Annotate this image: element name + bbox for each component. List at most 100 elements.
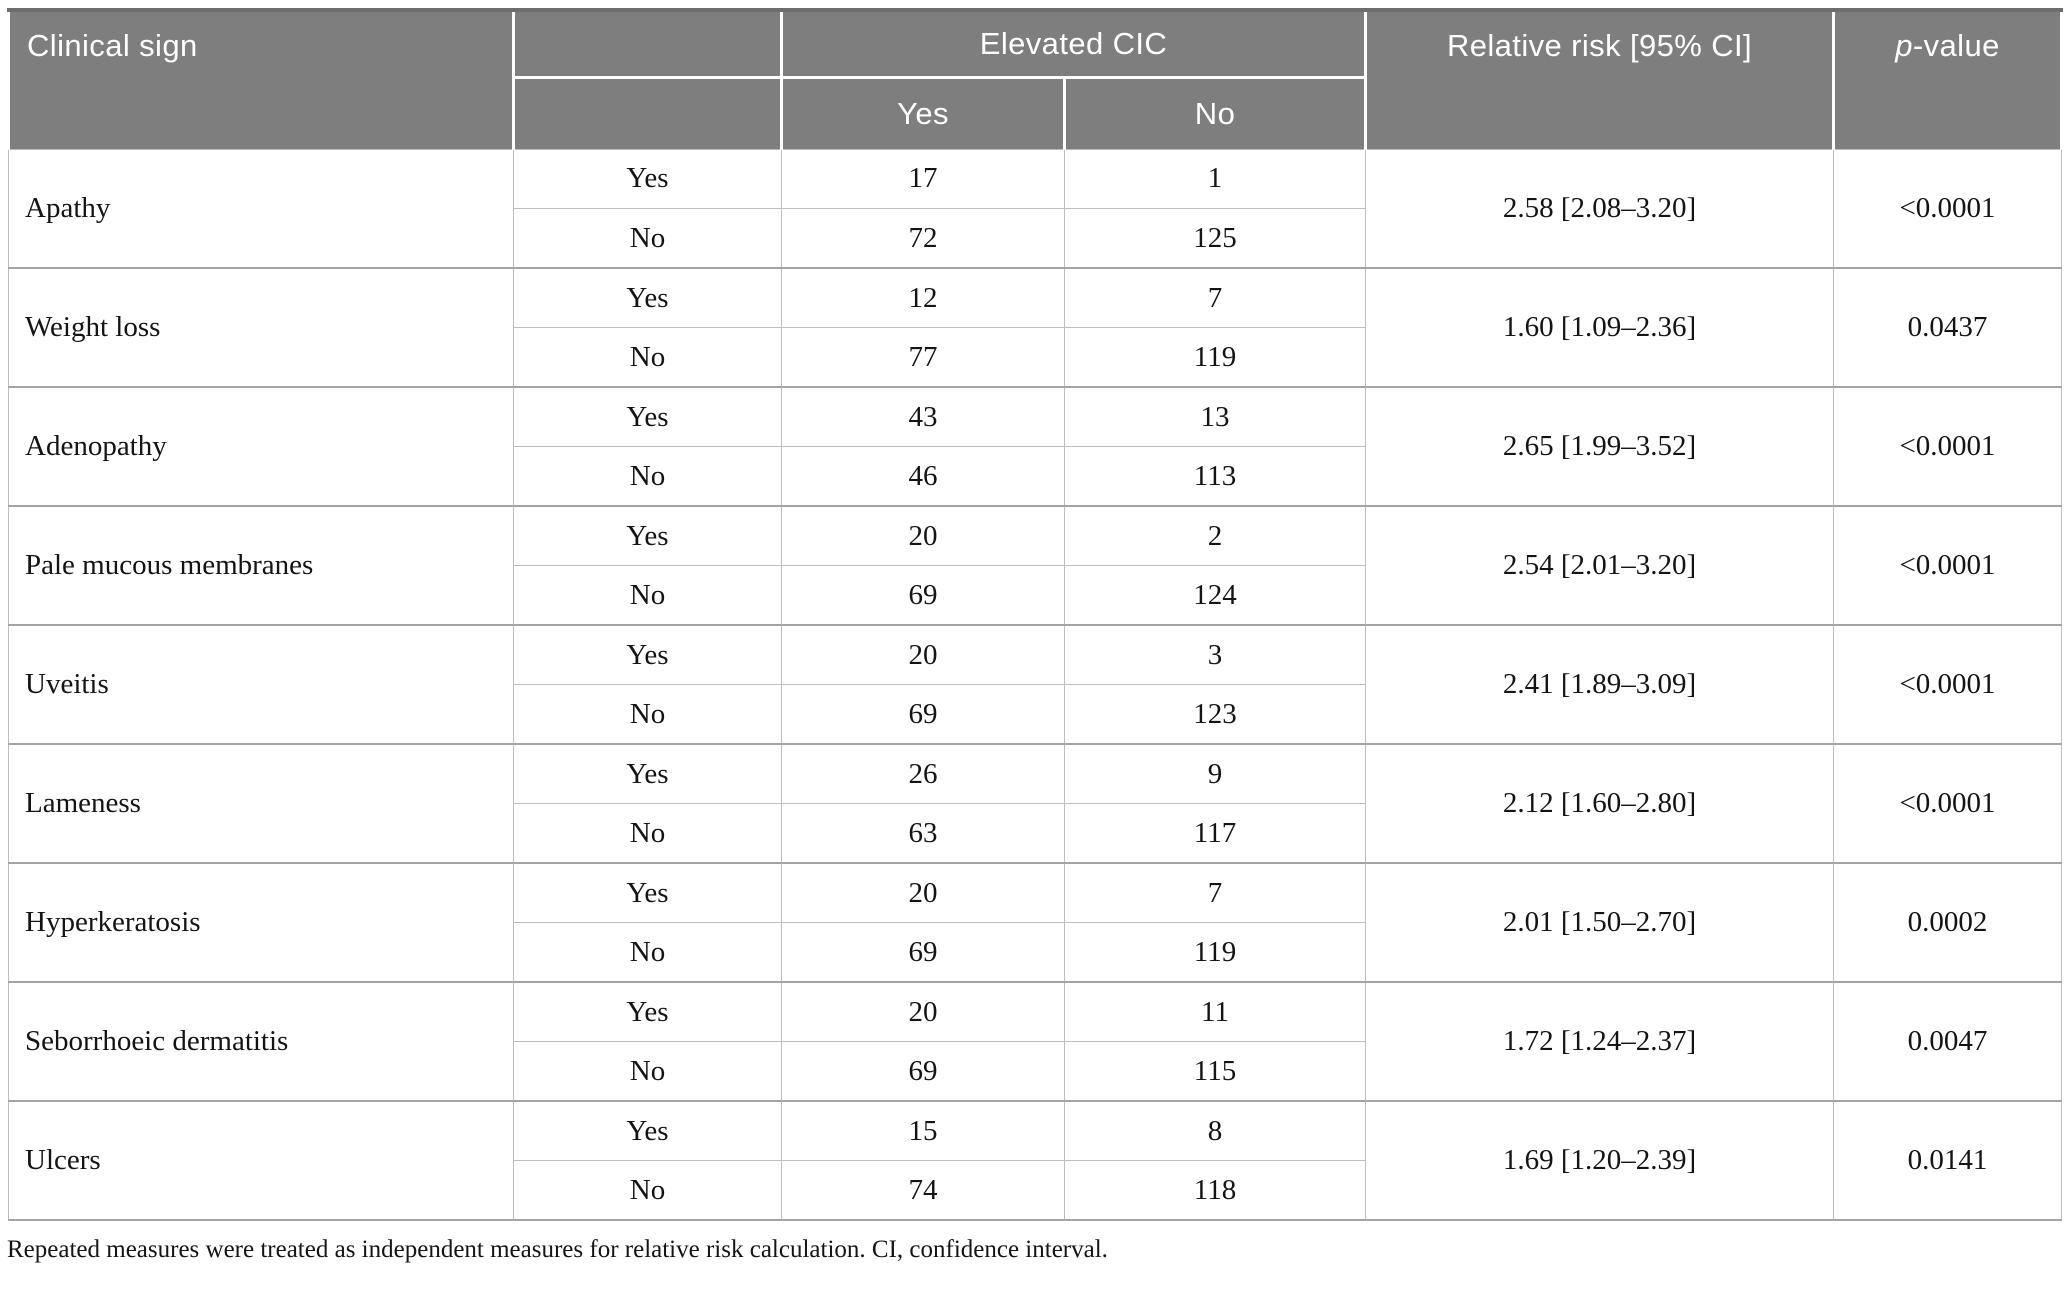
table-row-sign-yes: Apathy Yes 17 1 2.58 [2.08–3.20] <0.0001 <box>8 148 2063 269</box>
cic-no-count-cell: 117 <box>1063 803 1367 864</box>
clinical-sign-cell: Pale mucous membranes <box>8 505 514 626</box>
cic-yes-count-cell: 12 <box>781 267 1065 328</box>
table-row-sign-no: No 46 113 <box>9 446 2062 507</box>
p-value-cell: <0.0001 <box>1833 743 2063 864</box>
cic-no-count-cell: 119 <box>1063 327 1367 388</box>
sign-present-yes-label-cell: Yes <box>513 981 782 1042</box>
table-row-sign-no: No 69 119 <box>9 922 2062 983</box>
cic-no-count-cell: 118 <box>1063 1160 1367 1221</box>
sign-present-no-label-cell: No <box>513 803 782 864</box>
header-clinical-sign: Clinical sign <box>7 10 515 149</box>
cic-yes-count-cell: 17 <box>781 148 1065 209</box>
table-row-sign-no: No 77 119 <box>9 327 2062 388</box>
table-body: Apathy Yes 17 1 2.58 [2.08–3.20] <0.0001… <box>8 148 2063 1221</box>
table-row-sign-yes: Seborrhoeic dermatitis Yes 20 11 1.72 [1… <box>8 981 2063 1102</box>
cic-yes-count-cell: 43 <box>781 386 1065 447</box>
cic-yes-count-cell: 26 <box>781 743 1065 804</box>
relative-risk-cell: 1.69 [1.20–2.39] <box>1365 1100 1835 1221</box>
cic-no-count-cell: 3 <box>1063 624 1367 685</box>
header-cic-no: No <box>1062 77 1368 149</box>
cic-no-count-cell: 2 <box>1063 505 1367 566</box>
table-header: Clinical sign Elevated CIC Relative risk… <box>7 10 2064 149</box>
clinical-sign-cell: Apathy <box>8 148 514 269</box>
p-value-cell: <0.0001 <box>1833 505 2063 626</box>
cic-no-count-cell: 7 <box>1063 862 1367 923</box>
cic-yes-count-cell: 63 <box>781 803 1065 864</box>
table-row-sign-yes: Uveitis Yes 20 3 2.41 [1.89–3.09] <0.000… <box>8 624 2063 745</box>
sign-present-yes-label-cell: Yes <box>513 386 782 447</box>
table-row-sign-no: No 69 123 <box>9 684 2062 745</box>
sign-present-no-label-cell: No <box>513 565 782 626</box>
sign-present-yes-label-cell: Yes <box>513 267 782 328</box>
cic-yes-count-cell: 72 <box>781 208 1065 269</box>
p-value-italic-p: p <box>1895 28 1913 63</box>
cic-yes-count-cell: 69 <box>781 684 1065 745</box>
clinical-signs-table: Clinical sign Elevated CIC Relative risk… <box>7 8 2064 1221</box>
sign-present-no-label-cell: No <box>513 684 782 745</box>
relative-risk-cell: 2.65 [1.99–3.52] <box>1365 386 1835 507</box>
relative-risk-cell: 1.72 [1.24–2.37] <box>1365 981 1835 1102</box>
p-value-cell: 0.0437 <box>1833 267 2063 388</box>
cic-no-count-cell: 115 <box>1063 1041 1367 1102</box>
header-p-value: p-value <box>1832 10 2064 149</box>
table-row-sign-no: No 74 118 <box>9 1160 2062 1221</box>
table-row-sign-yes: Adenopathy Yes 43 13 2.65 [1.99–3.52] <0… <box>8 386 2063 507</box>
cic-yes-count-cell: 69 <box>781 922 1065 983</box>
sign-present-no-label-cell: No <box>513 208 782 269</box>
cic-no-count-cell: 113 <box>1063 446 1367 507</box>
cic-yes-count-cell: 20 <box>781 981 1065 1042</box>
cic-no-count-cell: 13 <box>1063 386 1367 447</box>
table-row-sign-no: No 69 115 <box>9 1041 2062 1102</box>
table-row-sign-yes: Hyperkeratosis Yes 20 7 2.01 [1.50–2.70]… <box>8 862 2063 983</box>
p-value-cell: <0.0001 <box>1833 148 2063 269</box>
cic-no-count-cell: 9 <box>1063 743 1367 804</box>
header-row-1: Clinical sign Elevated CIC Relative risk… <box>7 10 2064 149</box>
header-blank-top <box>512 10 783 79</box>
clinical-sign-cell: Adenopathy <box>8 386 514 507</box>
cic-yes-count-cell: 20 <box>781 505 1065 566</box>
clinical-sign-cell: Weight loss <box>8 267 514 388</box>
cic-yes-count-cell: 74 <box>781 1160 1065 1221</box>
clinical-sign-cell: Hyperkeratosis <box>8 862 514 983</box>
cic-yes-count-cell: 69 <box>781 565 1065 626</box>
cic-yes-count-cell: 77 <box>781 327 1065 388</box>
sign-present-yes-label-cell: Yes <box>513 743 782 804</box>
relative-risk-cell: 2.41 [1.89–3.09] <box>1365 624 1835 745</box>
table-footnote: Repeated measures were treated as indepe… <box>7 1236 1108 1263</box>
p-value-cell: 0.0141 <box>1833 1100 2063 1221</box>
cic-yes-count-cell: 69 <box>781 1041 1065 1102</box>
p-value-cell: <0.0001 <box>1833 386 2063 507</box>
relative-risk-cell: 2.54 [2.01–3.20] <box>1365 505 1835 626</box>
cic-yes-count-cell: 46 <box>781 446 1065 507</box>
table-figure: Clinical sign Elevated CIC Relative risk… <box>7 8 2064 1263</box>
sign-present-yes-label-cell: Yes <box>513 1100 782 1161</box>
p-value-rest: -value <box>1912 28 2000 63</box>
cic-yes-count-cell: 20 <box>781 624 1065 685</box>
table-row-sign-no: No 72 125 <box>9 208 2062 269</box>
header-row-2: Yes No <box>9 77 2062 149</box>
sign-present-yes-label-cell: Yes <box>513 148 782 209</box>
header-elevated-cic: Elevated CIC <box>779 10 1368 79</box>
sign-present-yes-label-cell: Yes <box>513 624 782 685</box>
sign-present-no-label-cell: No <box>513 1041 782 1102</box>
clinical-sign-cell: Uveitis <box>8 624 514 745</box>
sign-present-no-label-cell: No <box>513 446 782 507</box>
table-row-sign-no: No 63 117 <box>9 803 2062 864</box>
sign-present-no-label-cell: No <box>513 1160 782 1221</box>
cic-no-count-cell: 11 <box>1063 981 1367 1042</box>
table-row-sign-yes: Pale mucous membranes Yes 20 2 2.54 [2.0… <box>8 505 2063 626</box>
sign-present-no-label-cell: No <box>513 327 782 388</box>
cic-no-count-cell: 119 <box>1063 922 1367 983</box>
cic-yes-count-cell: 15 <box>781 1100 1065 1161</box>
relative-risk-cell: 2.12 [1.60–2.80] <box>1365 743 1835 864</box>
relative-risk-cell: 2.58 [2.08–3.20] <box>1365 148 1835 269</box>
relative-risk-cell: 1.60 [1.09–2.36] <box>1365 267 1835 388</box>
cic-no-count-cell: 123 <box>1063 684 1367 745</box>
sign-present-no-label-cell: No <box>513 922 782 983</box>
p-value-cell: 0.0002 <box>1833 862 2063 983</box>
header-relative-risk: Relative risk [95% CI] <box>1364 10 1836 149</box>
header-cic-yes: Yes <box>780 77 1066 149</box>
cic-no-count-cell: 1 <box>1063 148 1367 209</box>
cic-yes-count-cell: 20 <box>781 862 1065 923</box>
cic-no-count-cell: 125 <box>1063 208 1367 269</box>
